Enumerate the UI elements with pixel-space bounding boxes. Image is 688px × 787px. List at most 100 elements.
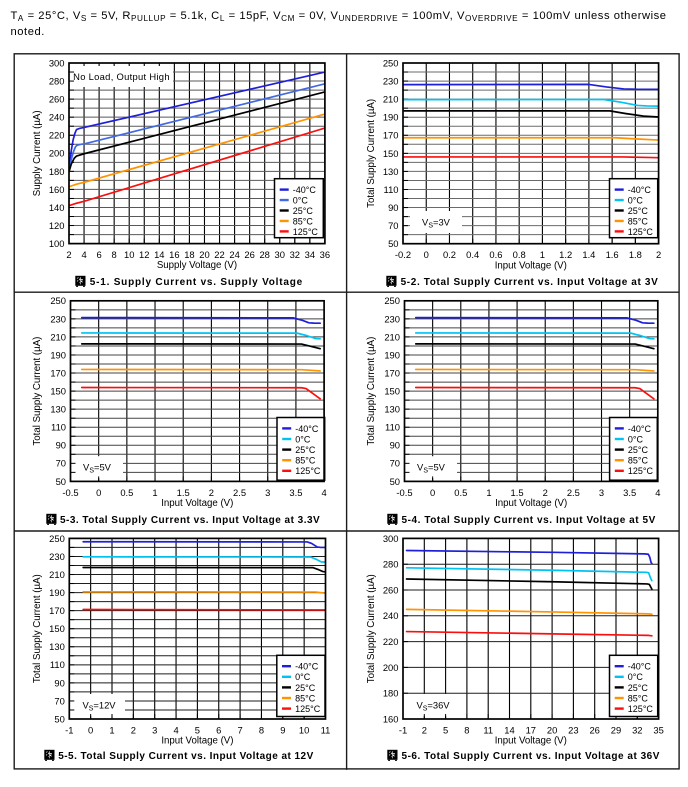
svg-text:150: 150	[384, 386, 400, 397]
svg-text:36: 36	[320, 249, 330, 260]
svg-text:1: 1	[152, 487, 157, 498]
svg-text:25°C: 25°C	[293, 206, 314, 216]
svg-text:125°C: 125°C	[628, 466, 654, 476]
svg-text:190: 190	[384, 349, 400, 360]
svg-text:170: 170	[383, 130, 399, 141]
svg-text:50: 50	[56, 476, 66, 487]
svg-text:110: 110	[50, 659, 65, 670]
svg-text:230: 230	[384, 313, 400, 324]
svg-text:85°C: 85°C	[628, 216, 649, 226]
svg-text:200: 200	[383, 662, 399, 673]
svg-text:85°C: 85°C	[628, 456, 649, 466]
svg-text:0.4: 0.4	[466, 249, 479, 260]
svg-text:90: 90	[390, 440, 400, 451]
svg-text:70: 70	[388, 220, 398, 231]
svg-text:-40°C: -40°C	[628, 662, 652, 672]
svg-text:Supply Current (µA): Supply Current (µA)	[32, 110, 43, 196]
svg-text:0.5: 0.5	[120, 487, 133, 498]
svg-text:1.8: 1.8	[629, 249, 642, 260]
svg-text:10: 10	[124, 249, 134, 260]
svg-text:34: 34	[305, 249, 315, 260]
svg-text:70: 70	[390, 458, 400, 469]
svg-text:2.5: 2.5	[567, 487, 580, 498]
svg-text:1.4: 1.4	[582, 249, 595, 260]
svg-text:-0.5: -0.5	[62, 487, 78, 498]
svg-text:6: 6	[216, 724, 221, 735]
svg-text:1: 1	[540, 249, 545, 260]
svg-text:1: 1	[486, 487, 491, 498]
svg-text:14: 14	[504, 724, 514, 735]
svg-text:Total Supply Current (µA): Total Supply Current (µA)	[366, 337, 377, 446]
svg-text:28: 28	[259, 249, 269, 260]
svg-text:-1: -1	[399, 724, 407, 735]
svg-text:250: 250	[383, 57, 399, 68]
svg-text:22: 22	[214, 249, 224, 260]
svg-text:Total Supply Current (µA): Total Supply Current (µA)	[366, 99, 377, 208]
svg-text:-40°C: -40°C	[293, 185, 317, 195]
svg-text:2: 2	[656, 249, 661, 260]
svg-text:300: 300	[383, 533, 399, 544]
svg-text:90: 90	[56, 440, 66, 451]
svg-text:6: 6	[97, 249, 102, 260]
svg-text:0°C: 0°C	[293, 195, 309, 205]
svg-text:2: 2	[131, 724, 136, 735]
svg-text:0: 0	[88, 724, 93, 735]
svg-text:2: 2	[543, 487, 548, 498]
svg-text:70: 70	[56, 458, 66, 469]
svg-text:2.5: 2.5	[233, 487, 246, 498]
svg-text:25°C: 25°C	[295, 683, 316, 693]
svg-text:Total Supply Current (µA): Total Supply Current (µA)	[32, 574, 43, 683]
svg-text:100: 100	[49, 238, 65, 249]
svg-text:0°C: 0°C	[628, 672, 644, 682]
svg-text:125°C: 125°C	[628, 704, 654, 714]
svg-text:0°C: 0°C	[295, 672, 311, 682]
svg-text:50: 50	[390, 476, 400, 487]
svg-text:85°C: 85°C	[293, 216, 314, 226]
svg-text:3.5: 3.5	[623, 487, 636, 498]
svg-text:Input Voltage (V): Input Voltage (V)	[495, 498, 567, 509]
svg-text:Input Voltage (V): Input Voltage (V)	[161, 498, 233, 509]
svg-text:280: 280	[383, 559, 399, 570]
svg-text:-0.5: -0.5	[396, 487, 412, 498]
svg-text:26: 26	[589, 724, 599, 735]
svg-text:1: 1	[109, 724, 114, 735]
svg-text:Total Supply Current (µA): Total Supply Current (µA)	[32, 337, 43, 446]
svg-text:7: 7	[237, 724, 242, 735]
svg-text:170: 170	[49, 605, 65, 616]
svg-text:300: 300	[49, 57, 65, 68]
svg-text:20: 20	[547, 724, 557, 735]
svg-text:Input Voltage (V): Input Voltage (V)	[161, 736, 233, 747]
svg-text:230: 230	[383, 75, 399, 86]
svg-text:200: 200	[49, 148, 65, 159]
svg-text:90: 90	[388, 202, 398, 213]
svg-text:220: 220	[49, 130, 65, 141]
svg-text:30: 30	[275, 249, 285, 260]
svg-text:130: 130	[383, 166, 399, 177]
svg-text:110: 110	[384, 184, 399, 195]
svg-text:240: 240	[49, 112, 65, 123]
svg-text:85°C: 85°C	[295, 693, 316, 703]
svg-text:130: 130	[384, 404, 400, 415]
svg-text:16: 16	[169, 249, 179, 260]
svg-text:26: 26	[244, 249, 254, 260]
svg-text:Supply Voltage (V): Supply Voltage (V)	[157, 260, 237, 271]
svg-text:210: 210	[49, 569, 65, 580]
svg-text:120: 120	[49, 220, 65, 231]
svg-text:Input Voltage (V): Input Voltage (V)	[495, 260, 567, 271]
svg-text:35: 35	[653, 724, 663, 735]
svg-text:130: 130	[50, 404, 66, 415]
svg-text:5: 5	[443, 724, 448, 735]
svg-text:0°C: 0°C	[295, 434, 311, 444]
svg-text:250: 250	[49, 533, 65, 544]
svg-text:110: 110	[51, 422, 66, 433]
svg-text:160: 160	[49, 184, 65, 195]
svg-text:1.6: 1.6	[606, 249, 619, 260]
svg-text:1.5: 1.5	[177, 487, 190, 498]
svg-text:-1: -1	[65, 724, 73, 735]
svg-text:180: 180	[49, 166, 65, 177]
svg-text:25°C: 25°C	[628, 683, 649, 693]
svg-text:150: 150	[50, 386, 66, 397]
svg-text:0.8: 0.8	[513, 249, 526, 260]
svg-text:2: 2	[66, 249, 71, 260]
svg-text:125°C: 125°C	[295, 704, 321, 714]
